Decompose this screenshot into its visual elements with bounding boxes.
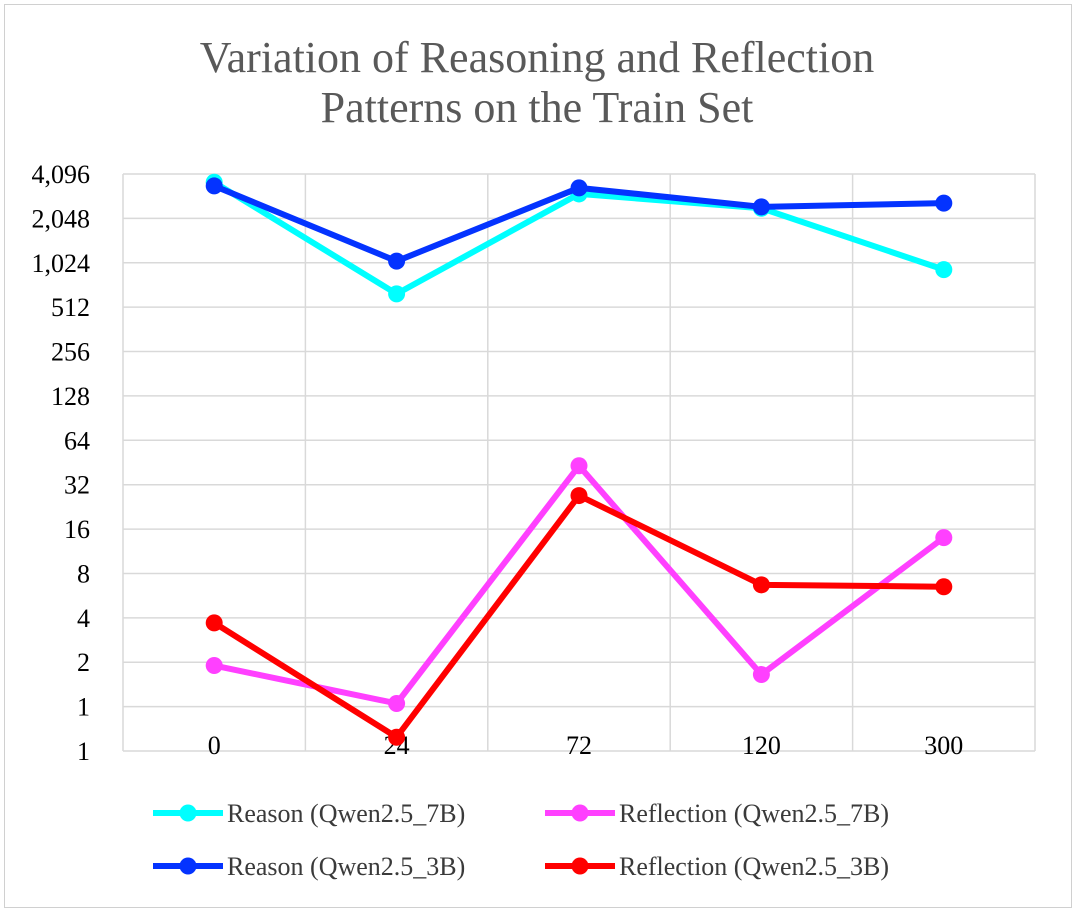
x-tick-label: 0 [208,731,221,760]
data-point [935,261,953,279]
legend-swatch-marker [571,804,589,822]
data-point [935,194,953,212]
data-point [570,487,588,505]
y-tick-label: 4 [77,604,90,633]
data-point [570,457,588,475]
y-tick-label: 16 [64,515,90,544]
data-point [752,198,770,216]
data-point [570,179,588,197]
y-tick-label: 2,048 [32,204,91,233]
legend-label: Reason (Qwen2.5_3B) [227,852,465,881]
data-point [752,576,770,594]
y-tick-label: 512 [51,293,90,322]
y-tick-label: 4,096 [32,160,91,189]
x-tick-label: 72 [566,731,592,760]
data-point [388,285,406,303]
y-tick-label: 1,024 [32,249,91,278]
y-tick-label: 64 [64,426,90,455]
legend-label: Reflection (Qwen2.5_7B) [619,799,889,828]
y-tick-label: 256 [51,338,90,367]
legend-label: Reason (Qwen2.5_7B) [227,799,465,828]
x-tick-label: 120 [742,731,781,760]
data-point [205,657,223,675]
data-point [388,252,406,270]
data-point [388,728,406,746]
legend-swatch-marker [179,804,197,822]
y-tick-label: 128 [51,382,90,411]
chart-frame [4,4,1072,908]
y-tick-label: 1 [77,693,90,722]
data-point [388,694,406,712]
y-tick-label: 32 [64,471,90,500]
data-point [935,529,953,547]
x-tick-label: 300 [924,731,963,760]
data-point [935,578,953,596]
y-tick-label: 1 [77,737,90,766]
data-point [752,666,770,684]
legend-swatch-marker [571,857,589,875]
legend-label: Reflection (Qwen2.5_3B) [619,852,889,881]
y-tick-label: 8 [77,559,90,588]
legend-swatch-marker [179,857,197,875]
data-point [205,614,223,632]
y-tick-label: 2 [77,648,90,677]
chart-title-line-2: Patterns on the Train Set [321,83,754,132]
data-point [205,177,223,195]
chart-title-line-1: Variation of Reasoning and Reflection [200,33,874,82]
